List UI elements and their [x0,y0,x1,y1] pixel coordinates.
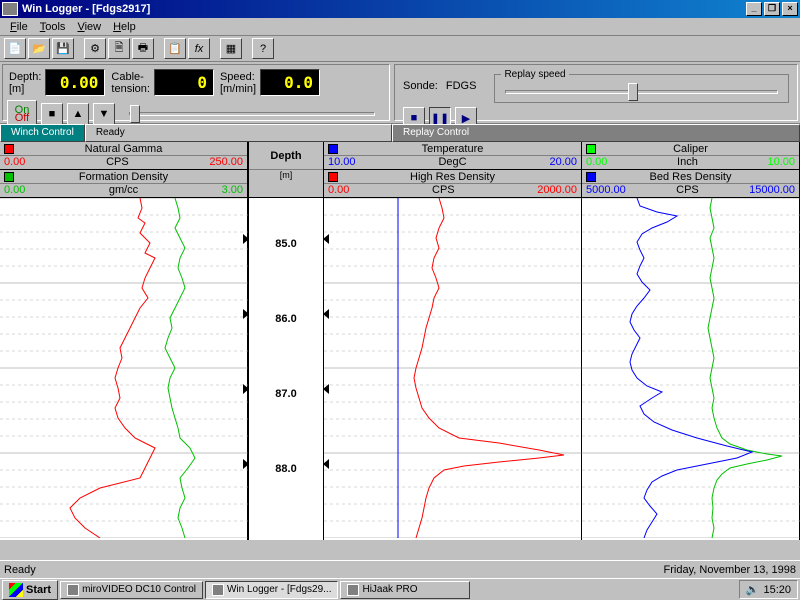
tool-fx[interactable]: fx [188,38,210,59]
speed-label: Speed:[m/min] [218,71,258,95]
tool-save[interactable]: 💾 [52,38,74,59]
taskbar: Start miroVIDEO DC10 ControlWin Logger -… [0,578,800,600]
menu-file[interactable]: File [4,21,34,33]
toolbar: 📄 📂 💾 ⚙ 🗎 🖶 📋 fx ▦ ? [0,36,800,62]
tension-label: Cable-tension: [109,71,152,95]
winch-speed-slider[interactable] [129,112,375,116]
tool-print[interactable]: 🖶 [132,38,154,59]
maximize-button[interactable]: ❐ [764,2,780,16]
stop-button[interactable]: ■ [41,103,63,125]
replay-speed-label: Replay speed [501,69,568,80]
menu-help[interactable]: Help [107,21,142,33]
tool-help[interactable]: ? [252,38,274,59]
depth-readout: 0.00 [45,69,105,96]
windows-icon [9,583,23,597]
tab-ready[interactable]: Ready [85,124,392,142]
up-button[interactable]: ▲ [67,103,89,125]
tool-new[interactable]: 📄 [4,38,26,59]
tool-calc[interactable]: 📋 [164,38,186,59]
titlebar: Win Logger - [Fdgs2917] _ ❐ × [0,0,800,18]
menubar: File Tools View Help [0,18,800,36]
tab-replay-control[interactable]: Replay Control [392,124,800,142]
status-text: Ready [4,564,36,576]
clock: 15:20 [763,584,791,596]
minimize-button[interactable]: _ [746,2,762,16]
sonde-label: Sonde: [403,80,438,92]
tray-icon: 🔊 [746,583,760,596]
tool-print-hdr[interactable]: 🗎 [108,38,130,59]
menu-tools[interactable]: Tools [34,21,72,33]
down-button[interactable]: ▼ [93,103,115,125]
log-display: Depth[m]85.086.087.088.0Natural Gamma0.0… [0,142,800,540]
control-panels: Depth:[m] 0.00 Cable-tension: 0 Speed:[m… [0,62,800,124]
tab-winch-control[interactable]: Winch Control [0,124,85,142]
tension-readout: 0 [154,69,214,96]
statusbar: Ready Friday, November 13, 1998 [0,560,800,578]
app-icon [2,2,18,16]
taskbar-item[interactable]: miroVIDEO DC10 Control [60,581,203,599]
start-button[interactable]: Start [2,580,58,600]
replay-speed-slider[interactable] [505,90,778,94]
system-tray[interactable]: 🔊 15:20 [739,580,798,599]
taskbar-item[interactable]: HiJaak PRO [340,581,470,599]
status-date: Friday, November 13, 1998 [664,564,796,576]
depth-label: Depth:[m] [7,71,43,95]
tool-table[interactable]: ▦ [220,38,242,59]
window-title: Win Logger - [Fdgs2917] [22,3,744,15]
menu-view[interactable]: View [71,21,107,33]
speed-readout: 0.0 [260,69,320,96]
tool-open[interactable]: 📂 [28,38,50,59]
tool-config[interactable]: ⚙ [84,38,106,59]
sonde-value: FDGS [446,80,477,92]
taskbar-item[interactable]: Win Logger - [Fdgs29... [205,581,339,599]
close-button[interactable]: × [782,2,798,16]
